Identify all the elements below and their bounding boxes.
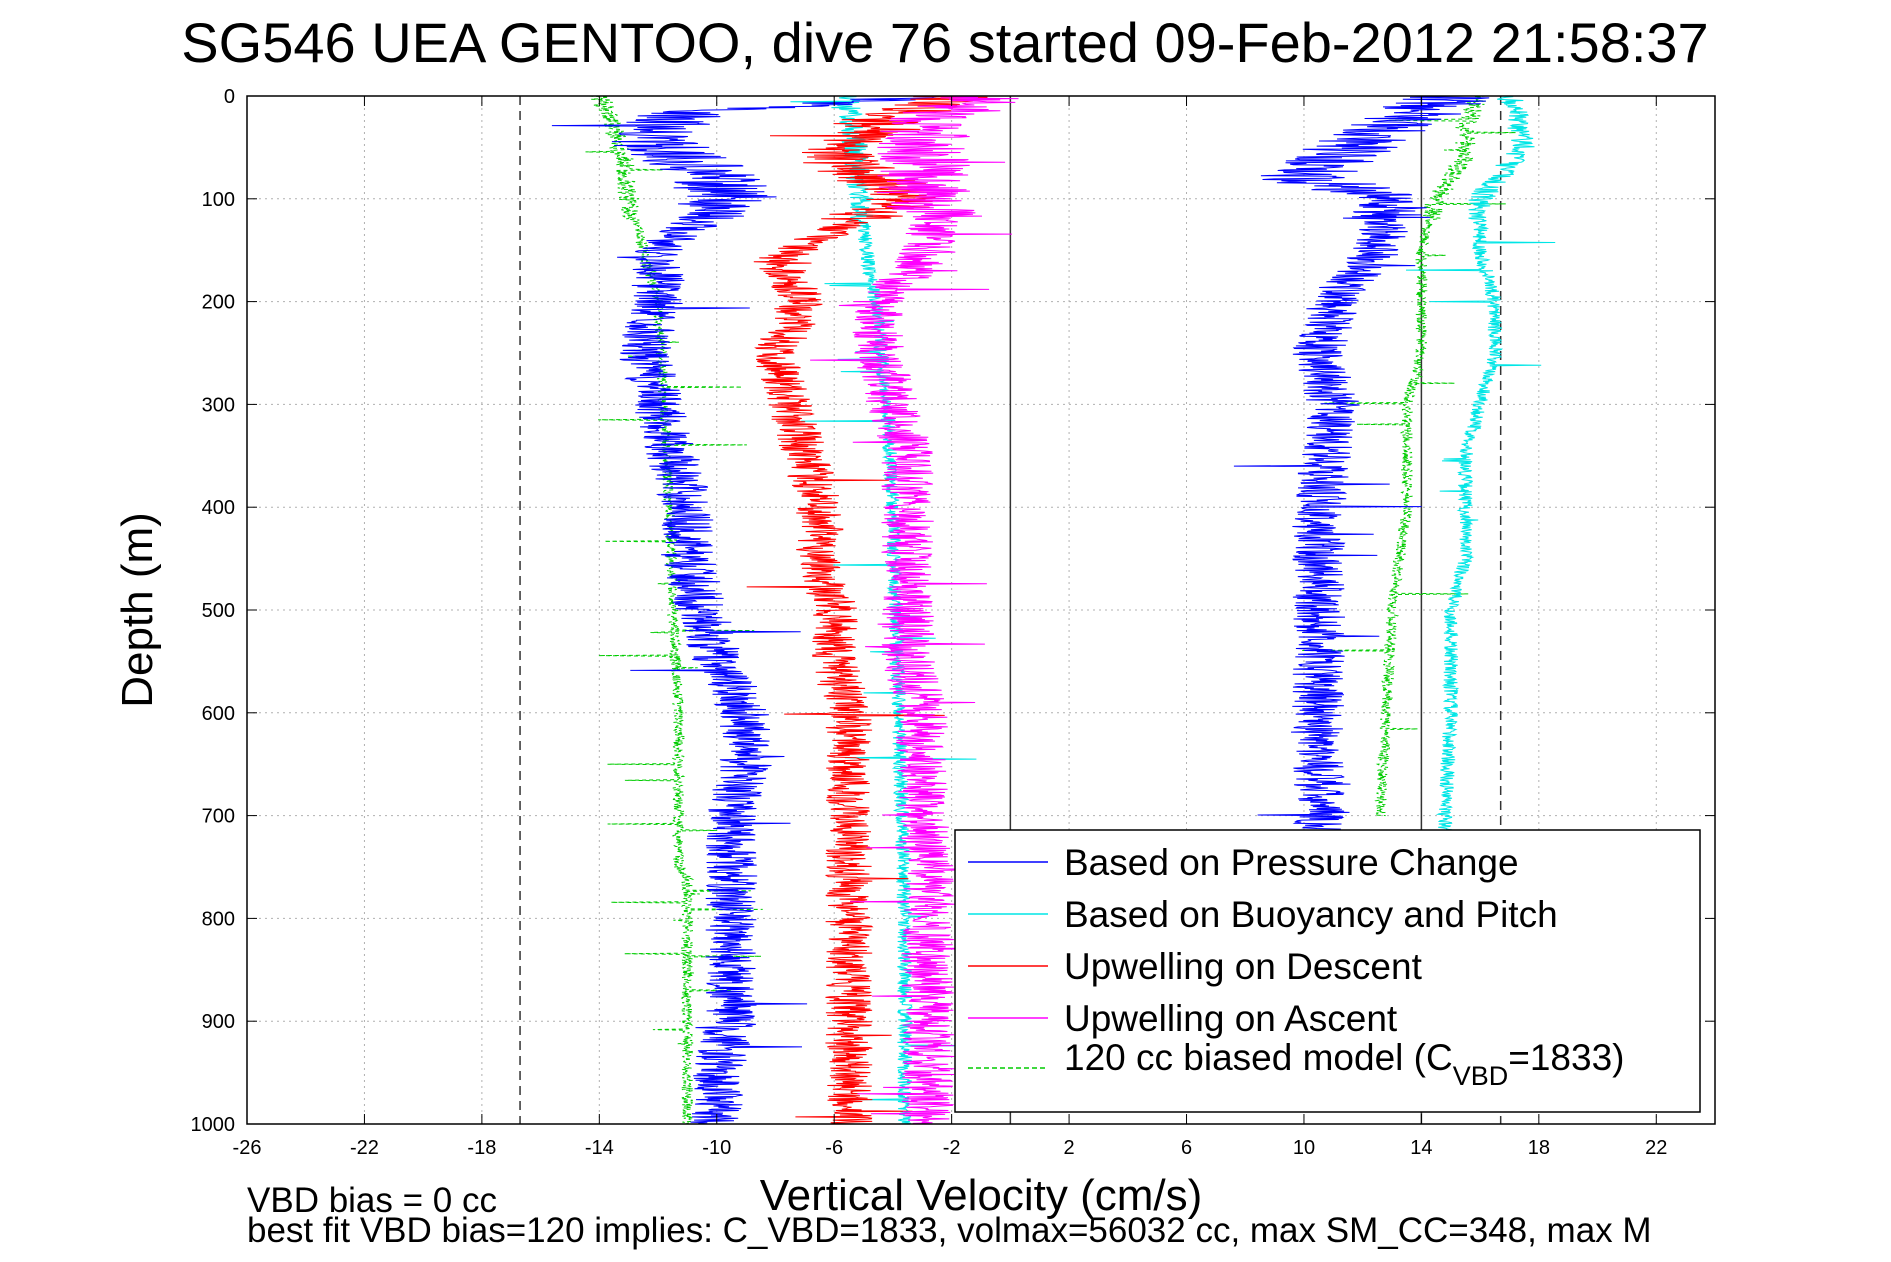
x-tick-label: -2 (943, 1137, 961, 1159)
x-tick-label: -26 (233, 1137, 262, 1159)
x-tick-label: 22 (1645, 1137, 1667, 1159)
x-tick-label: 6 (1181, 1137, 1192, 1159)
y-tick-label: 600 (202, 703, 235, 725)
series-line-0-1 (1233, 95, 1490, 919)
x-tick-label: -6 (825, 1137, 843, 1159)
x-tick-label: 14 (1410, 1137, 1432, 1159)
y-tick-label: 200 (202, 292, 235, 314)
y-tick-label: 900 (202, 1011, 235, 1033)
y-tick-label: 0 (224, 86, 235, 108)
legend-box (954, 829, 1701, 1113)
x-tick-label: -10 (702, 1137, 731, 1159)
x-tick-label: -14 (585, 1137, 614, 1159)
legend-label-2: Upwelling on Descent (1064, 946, 1423, 987)
legend: Based on Pressure Change Based on Buoyanc… (954, 829, 1701, 1113)
y-axis-title: Depth (m) (113, 512, 162, 708)
series-line-0-0 (551, 95, 941, 1125)
y-tick-label: 300 (202, 394, 235, 416)
data-series (551, 95, 1556, 1125)
y-tick-label: 700 (202, 806, 235, 828)
y-axis-ticks: 0 100 200 300 400 500 600 700 800 900 1000 (191, 86, 1715, 1136)
x-tick-label: -18 (467, 1137, 496, 1159)
x-tick-label: -22 (350, 1137, 379, 1159)
y-tick-label: 400 (202, 497, 235, 519)
legend-label-1: Based on Buoyancy and Pitch (1064, 894, 1558, 935)
legend-label-0: Based on Pressure Change (1064, 842, 1519, 883)
y-tick-label: 1000 (191, 1114, 236, 1136)
chart-title: SG546 UEA GENTOO, dive 76 started 09-Feb… (181, 11, 1708, 74)
x-axis-ticks: -26 -22 -18 -14 -10 -6 -2 2 6 10 14 18 22 (233, 96, 1667, 1159)
series-line-4-1 (1301, 95, 1516, 817)
series-line-1-1 (1405, 95, 1556, 919)
series-line-4-0 (585, 95, 763, 1125)
series-line-2-0 (746, 95, 988, 1125)
legend-label-3: Upwelling on Ascent (1064, 998, 1398, 1039)
y-tick-label: 500 (202, 600, 235, 622)
best-fit-note: best fit VBD bias=120 implies: C_VBD=183… (247, 1211, 1652, 1250)
x-axis-title: Vertical Velocity (cm/s) (760, 1171, 1203, 1220)
x-tick-label: 2 (1064, 1137, 1075, 1159)
y-tick-label: 800 (202, 908, 235, 930)
x-tick-label: 10 (1293, 1137, 1315, 1159)
x-tick-label: 18 (1528, 1137, 1550, 1159)
y-tick-label: 100 (202, 189, 235, 211)
series-line-3-0 (810, 95, 1019, 1125)
vbd-bias-note: VBD bias = 0 cc (247, 1181, 497, 1220)
